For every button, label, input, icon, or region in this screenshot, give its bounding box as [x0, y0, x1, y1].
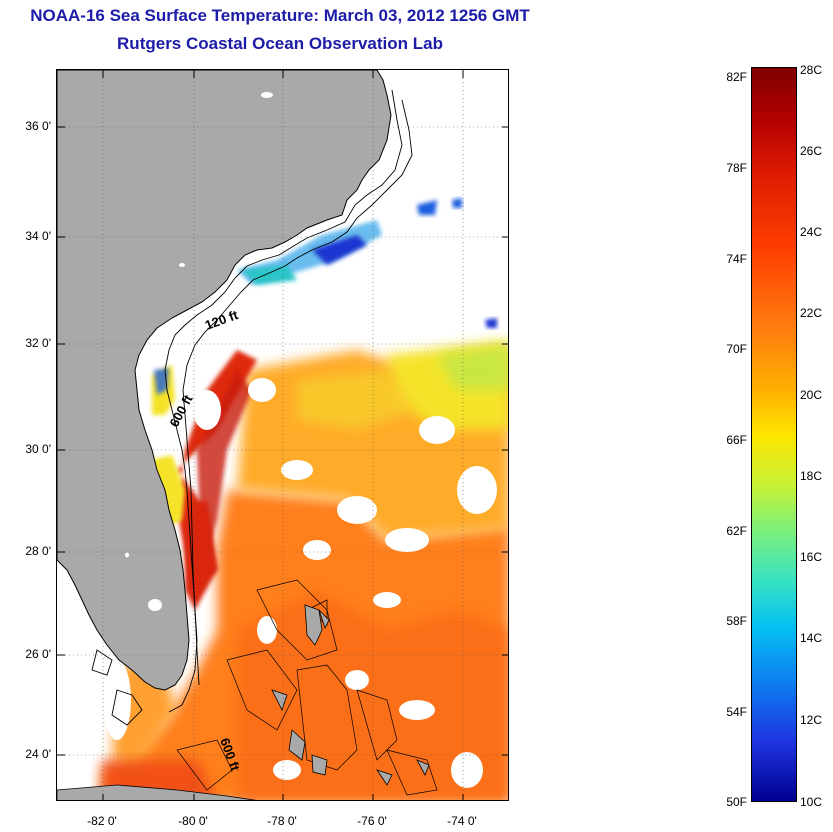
colorbar-label-c: 14C [800, 631, 823, 645]
sst-field-mid [237, 340, 508, 540]
lon-label-74: -74 0' [447, 814, 477, 828]
lat-label-24: 24 0' [25, 747, 51, 761]
colorbar-label-f: 62F [726, 524, 747, 538]
sst-map-canvas: 120 ft 600 ft 600 ft [57, 70, 508, 800]
colorbar-label-c: 22C [800, 306, 823, 320]
colorbar-label-f: 74F [726, 252, 747, 266]
colorbar-label-c: 20C [800, 388, 823, 402]
lat-label-28: 28 0' [25, 544, 51, 558]
map-title: NOAA-16 Sea Surface Temperature: March 0… [30, 6, 530, 25]
bahamas-banks [176, 579, 438, 796]
lat-label-30: 30 0' [25, 442, 51, 456]
colorbar-label-c: 28C [800, 63, 823, 77]
colorbar-label-c: 24C [800, 225, 823, 239]
colorbar-label-c: 18C [800, 469, 823, 483]
colorbar-label-f: 50F [726, 795, 747, 809]
colorbar-label-c: 10C [800, 795, 823, 809]
bathymetry-contours [91, 89, 413, 726]
land-us-southeast [57, 70, 392, 691]
colorbar-label-c: 26C [800, 144, 823, 158]
lake-okeechobee [148, 599, 162, 611]
lat-label-32: 32 0' [25, 336, 51, 350]
colorbar-label-f: 78F [726, 161, 747, 175]
lon-label-82: -82 0' [87, 814, 117, 828]
lon-label-76: -76 0' [357, 814, 387, 828]
lake-small [125, 552, 129, 558]
colorbar-label-f: 82F [726, 70, 747, 84]
frame-ticks [57, 70, 508, 800]
lake-small [179, 263, 185, 267]
colorbar-label-f: 58F [726, 614, 747, 628]
lat-label-26: 26 0' [25, 647, 51, 661]
colorbar-label-c: 12C [800, 713, 823, 727]
cloud-mask [103, 378, 497, 800]
map-subtitle: Rutgers Coastal Ocean Observation Lab [117, 34, 443, 53]
lake-small [261, 92, 273, 98]
land-cuba [57, 784, 257, 800]
colorbar-label-f: 70F [726, 342, 747, 356]
colorbar-label-f: 54F [726, 705, 747, 719]
contour-label-120ft: 120 ft [203, 307, 241, 333]
sst-cold-coastal [150, 198, 497, 530]
colorbar-label-f: 66F [726, 433, 747, 447]
lon-label-78: -78 0' [267, 814, 297, 828]
temperature-colorbar [751, 67, 797, 802]
sst-map: 120 ft 600 ft 600 ft [56, 69, 509, 801]
lon-label-80: -80 0' [178, 814, 208, 828]
lat-label-36: 36 0' [25, 119, 51, 133]
lat-label-34: 34 0' [25, 229, 51, 243]
colorbar-label-c: 16C [800, 550, 823, 564]
